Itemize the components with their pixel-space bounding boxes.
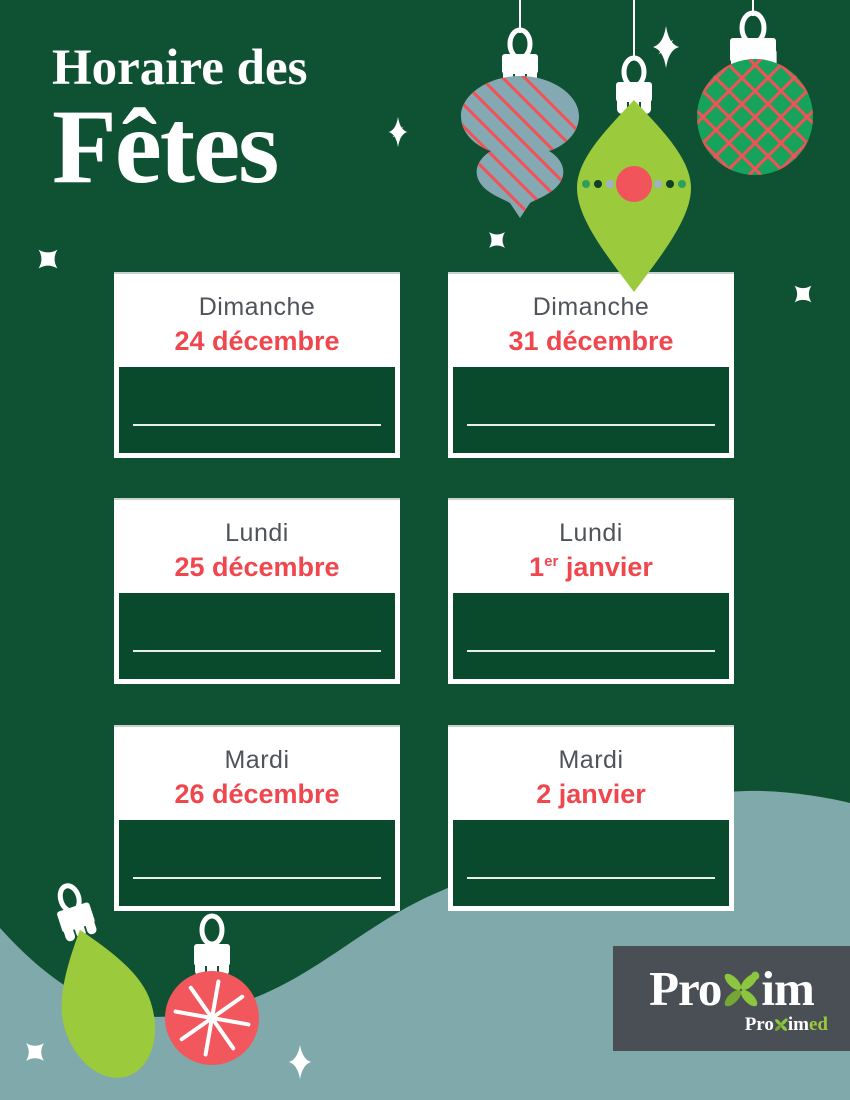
proximed-wordmark: Pro im ed bbox=[745, 1015, 828, 1034]
sparkle-star-icon bbox=[388, 116, 408, 148]
sparkle-x-icon bbox=[38, 249, 58, 269]
sub-text-pro: Pro bbox=[744, 1013, 774, 1035]
date-label: 2 janvier bbox=[536, 779, 646, 809]
day-label: Lundi bbox=[559, 519, 623, 547]
date-label: 1er janvier bbox=[529, 552, 653, 582]
sparkle-star-icon bbox=[653, 26, 679, 68]
title-line-2: Fêtes bbox=[52, 87, 279, 205]
hours-area bbox=[453, 367, 729, 453]
sub-text-im: im bbox=[787, 1013, 809, 1035]
sparkle-star-icon bbox=[289, 1045, 311, 1079]
day-label: Mardi bbox=[558, 746, 624, 774]
page-title: Horaire des Fêtes bbox=[52, 40, 308, 205]
snowflake-ball-ornament-icon bbox=[165, 913, 259, 1065]
schedule-card-dec-31: Dimanche 31 décembre bbox=[448, 272, 734, 458]
card-header: Mardi 26 décembre bbox=[114, 725, 400, 820]
sparkle-x-icon bbox=[489, 232, 505, 248]
write-in-line bbox=[467, 424, 715, 426]
day-label: Dimanche bbox=[198, 293, 316, 321]
date-label: 24 décembre bbox=[174, 326, 340, 356]
write-in-line bbox=[133, 650, 381, 652]
hours-area bbox=[119, 593, 395, 679]
proxim-leaf-x-icon bbox=[719, 968, 763, 1012]
sparkle-x-icon bbox=[26, 1043, 44, 1061]
hours-area bbox=[119, 367, 395, 453]
day-label: Dimanche bbox=[532, 293, 650, 321]
plaid-ball-ornament-icon bbox=[697, 10, 813, 175]
proxim-leaf-x-icon bbox=[773, 1017, 789, 1033]
striped-teardrop-ornament-icon bbox=[461, 27, 579, 218]
write-in-line bbox=[467, 877, 715, 879]
schedule-card-jan-1: Lundi 1er janvier bbox=[448, 498, 734, 684]
sub-text-ed: ed bbox=[809, 1013, 828, 1035]
day-label: Lundi bbox=[225, 519, 289, 547]
hours-area bbox=[119, 820, 395, 906]
date-label: 26 décembre bbox=[174, 779, 340, 809]
logo-text-pro: Pro bbox=[649, 960, 722, 1016]
logo-text-im: im bbox=[761, 960, 814, 1016]
schedule-card-dec-26: Mardi 26 décembre bbox=[114, 725, 400, 911]
date-label: 25 décembre bbox=[174, 552, 340, 582]
write-in-line bbox=[133, 424, 381, 426]
card-header: Mardi 2 janvier bbox=[448, 725, 734, 820]
day-label: Mardi bbox=[224, 746, 290, 774]
card-header: Dimanche 24 décembre bbox=[114, 272, 400, 367]
card-header: Lundi 1er janvier bbox=[448, 498, 734, 593]
snowflake-icon bbox=[173, 979, 251, 1057]
hours-area bbox=[453, 593, 729, 679]
schedule-card-jan-2: Mardi 2 janvier bbox=[448, 725, 734, 911]
drop-ornament-icon bbox=[577, 55, 691, 292]
write-in-line bbox=[467, 650, 715, 652]
write-in-line bbox=[133, 877, 381, 879]
schedule-card-dec-25: Lundi 25 décembre bbox=[114, 498, 400, 684]
title-line-1: Horaire des bbox=[52, 40, 308, 96]
proxim-logo: Pro im bbox=[649, 960, 815, 1016]
date-label: 31 décembre bbox=[508, 326, 674, 356]
card-header: Lundi 25 décembre bbox=[114, 498, 400, 593]
proxim-logo-box: Pro im Pro im ed bbox=[613, 946, 850, 1051]
card-header: Dimanche 31 décembre bbox=[448, 272, 734, 367]
sparkle-x-icon bbox=[794, 285, 812, 303]
schedule-card-dec-24: Dimanche 24 décembre bbox=[114, 272, 400, 458]
hours-area bbox=[453, 820, 729, 906]
